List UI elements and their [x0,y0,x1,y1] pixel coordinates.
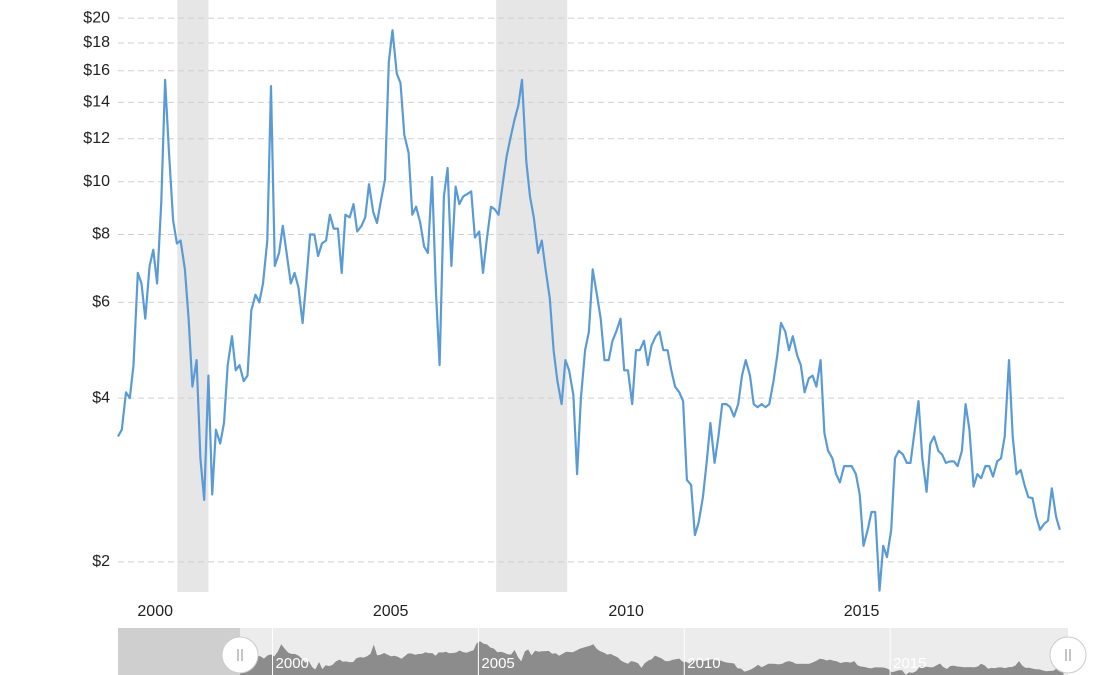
x-tick-label: 2000 [137,603,173,620]
y-tick-label: $14 [83,94,110,111]
x-tick-label: 2010 [608,603,644,620]
navigator-tick-label: 2010 [687,655,720,672]
x-tick-label: 2005 [373,603,409,620]
y-tick-label: $2 [92,553,110,570]
y-tick-label: $12 [83,130,110,147]
series-line [117,29,1061,592]
y-tick-label: $8 [92,226,110,243]
navigator-handle-grip [237,649,243,661]
y-tick-label: $16 [83,62,110,79]
y-tick-label: $10 [83,173,110,190]
recession-band [496,0,568,592]
navigator-area [240,641,1064,675]
navigator-tick-label: 2000 [276,655,309,672]
plot-area: $2 $4 $6 $8 $10 $12 $14 $16 $18 $20 2000 2005 2010 20… [83,0,1065,620]
navigator-handle[interactable] [1049,636,1087,674]
x-tick-label: 2015 [844,603,880,620]
navigator-tick-label: 2005 [481,655,514,672]
recession-band [177,0,209,592]
y-tick-label: $20 [83,9,110,26]
navigator-tick-label: 2015 [893,655,926,672]
y-tick-label: $18 [83,34,110,51]
navigator[interactable]: 2000 2005 2010 2015 [118,628,1087,675]
y-tick-label: $6 [92,294,110,311]
navigator-handle-grip [1065,649,1071,661]
navigator-handle[interactable] [221,636,259,674]
y-tick-label: $4 [92,389,110,406]
navigator-mask [118,628,240,675]
